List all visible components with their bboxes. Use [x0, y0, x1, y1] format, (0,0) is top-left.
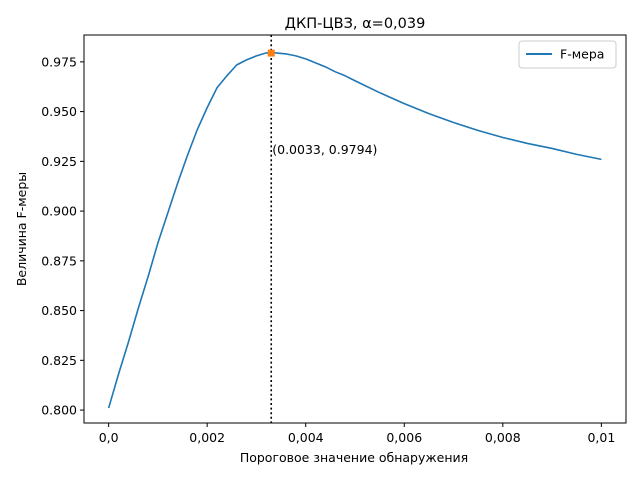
x-tick-label: 0,008: [485, 430, 521, 445]
series-line-f-measure: [107, 52, 602, 409]
y-tick-label: 0.875: [41, 253, 77, 268]
y-tick-label: 0.825: [41, 353, 77, 368]
y-tick-label: 0.850: [41, 303, 77, 318]
axes: 0,0 0,002 0,004 0,006 0,008 0,01 0.800 0.825 0.8…: [41, 34, 627, 445]
legend: F-мера: [518, 40, 617, 69]
x-tick-label: 0,0: [99, 430, 119, 445]
max-point-annotation: (0.0033, 0.9794): [272, 142, 377, 157]
max-point-marker: [267, 49, 275, 57]
y-tick-label: 0.925: [41, 154, 77, 169]
x-tick-label: 0,006: [386, 430, 422, 445]
plot-area: (0.0033, 0.9794): [107, 35, 602, 423]
y-tick-label: 0.950: [41, 104, 77, 119]
y-axis-label: Величина F-меры: [14, 172, 29, 286]
legend-box: [518, 40, 617, 69]
y-tick-label: 0.900: [41, 204, 77, 219]
x-tick-label: 0,01: [587, 430, 615, 445]
axes-frame: [83, 34, 627, 424]
x-axis-label: Пороговое значение обнаружения: [240, 450, 468, 465]
x-tick-label: 0,004: [288, 430, 324, 445]
x-tick-label: 0,002: [189, 430, 225, 445]
legend-label-f-measure: F-мера: [560, 47, 604, 62]
chart-title: ДКП-ЦВЗ, α=0,039: [285, 16, 426, 32]
y-tick-label: 0.800: [41, 403, 77, 418]
y-tick-label: 0.975: [41, 54, 77, 69]
